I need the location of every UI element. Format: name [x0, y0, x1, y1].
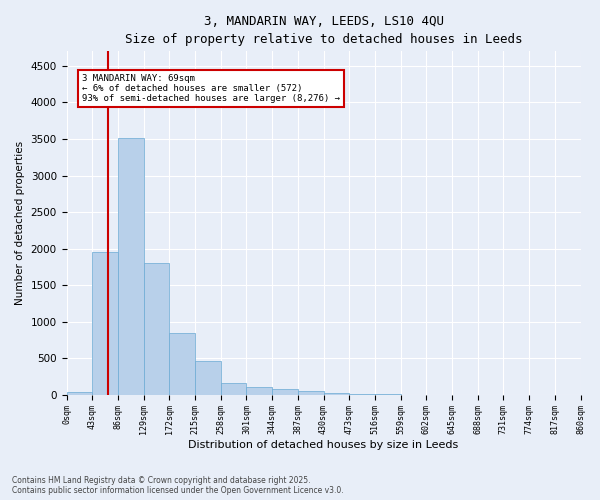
Bar	[143, 263, 169, 394]
X-axis label: Distribution of detached houses by size in Leeds: Distribution of detached houses by size …	[188, 440, 458, 450]
Title: 3, MANDARIN WAY, LEEDS, LS10 4QU
Size of property relative to detached houses in: 3, MANDARIN WAY, LEEDS, LS10 4QU Size of…	[125, 15, 522, 46]
Bar	[118, 138, 143, 394]
Bar	[67, 392, 92, 394]
Bar	[92, 252, 118, 394]
Bar	[195, 362, 221, 394]
Bar	[272, 389, 298, 394]
Text: Contains HM Land Registry data © Crown copyright and database right 2025.
Contai: Contains HM Land Registry data © Crown c…	[12, 476, 344, 495]
Text: 3 MANDARIN WAY: 69sqm
← 6% of detached houses are smaller (572)
93% of semi-deta: 3 MANDARIN WAY: 69sqm ← 6% of detached h…	[82, 74, 340, 104]
Bar	[169, 332, 195, 394]
Bar	[298, 391, 323, 394]
Y-axis label: Number of detached properties: Number of detached properties	[15, 141, 25, 305]
Bar	[247, 386, 272, 394]
Bar	[221, 383, 247, 394]
